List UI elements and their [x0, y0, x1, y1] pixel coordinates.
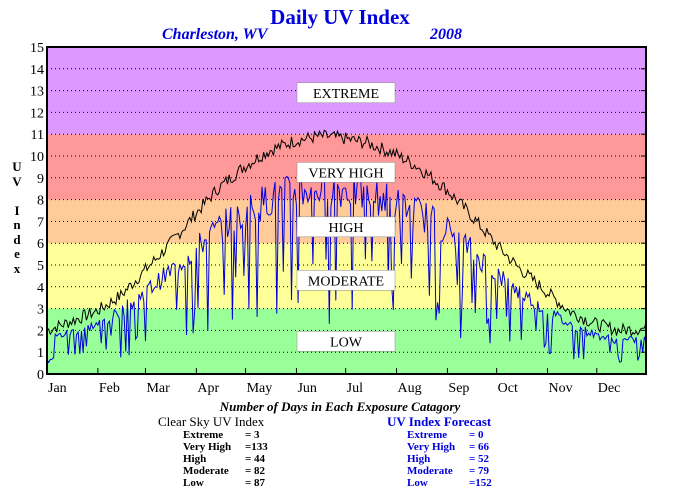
clear-sky-heading: Clear Sky UV Index	[158, 414, 265, 429]
count-row: High = 52	[387, 453, 492, 465]
count-value: = 82	[245, 465, 266, 477]
band-label-text: VERY HIGH	[308, 166, 383, 181]
location-label: Charleston, WV	[162, 26, 268, 43]
x-tick-label: Mar	[146, 381, 170, 396]
x-tick-label: Jan	[48, 381, 67, 396]
x-tick-label: Jul	[347, 381, 363, 396]
series-clear-sky-line	[46, 129, 647, 338]
count-value: =152	[469, 477, 492, 489]
count-row: Low = 87	[158, 477, 268, 489]
y-axis-letter: V	[12, 173, 22, 189]
series-forecast-line	[46, 169, 647, 364]
y-axis-letter: n	[13, 217, 21, 232]
band-label-box	[296, 162, 396, 183]
count-row: Very High =133	[158, 441, 268, 453]
count-label: Extreme	[407, 429, 448, 441]
band-label-text: LOW	[330, 335, 363, 350]
count-label: Low	[407, 477, 428, 489]
y-axis-letter: x	[13, 260, 21, 276]
band-label-box	[296, 82, 396, 104]
count-value: = 0	[469, 429, 484, 441]
y-tick-label: 3	[37, 303, 44, 318]
count-row: Extreme = 3	[158, 429, 268, 441]
band-label-box	[296, 270, 396, 291]
y-tick-label: 2	[37, 324, 44, 339]
count-row: Extreme = 0	[387, 429, 492, 441]
y-tick-label: 0	[37, 368, 44, 383]
y-tick-label: 5	[37, 259, 44, 274]
band-labels: LOW MODERATE HIGH VERY HIGH EXTREME	[296, 82, 396, 352]
count-value: = 79	[469, 465, 490, 477]
y-axis-letter	[10, 189, 24, 204]
plot-frame	[46, 46, 647, 375]
forecast-heading: UV Index Forecast	[387, 414, 492, 429]
x-tick-label: Jun	[297, 381, 316, 396]
count-value: = 44	[245, 453, 266, 465]
clear-sky-counts: Clear Sky UV Index Extreme = 3 Very High =…	[158, 414, 268, 489]
band-label-very-high: VERY HIGH	[296, 162, 396, 183]
count-value: = 3	[245, 429, 260, 441]
y-tick-label: 11	[31, 128, 44, 143]
count-label: Moderate	[183, 465, 229, 477]
data-series	[46, 129, 647, 364]
count-label: Low	[183, 477, 204, 489]
y-axis-label: U V I n d e x	[10, 159, 24, 276]
count-label: Very High	[183, 441, 232, 453]
count-value: = 52	[469, 453, 490, 465]
band-label-text: MODERATE	[308, 274, 384, 289]
forecast-counts: UV Index Forecast Extreme = 0 Very High = …	[387, 414, 492, 489]
count-value: =133	[245, 441, 268, 453]
y-tick-label: 15	[30, 41, 44, 56]
band-label-box	[296, 216, 396, 238]
band-label-text: EXTREME	[313, 87, 379, 102]
y-tick-label: 8	[37, 194, 44, 209]
count-label: High	[407, 453, 431, 465]
x-tick-label: Feb	[99, 381, 120, 396]
y-axis-letter: d	[13, 231, 21, 247]
band-label-text: HIGH	[329, 221, 364, 236]
x-tick-label: Nov	[549, 381, 573, 396]
x-tick-label: Aug	[398, 381, 422, 396]
y-tick-label: 6	[37, 237, 44, 252]
year-label: 2008	[430, 26, 462, 43]
count-row: Very High = 66	[387, 441, 492, 453]
band-label-moderate: MODERATE	[296, 270, 396, 291]
x-tick-label: May	[247, 381, 273, 396]
y-tick-label: 4	[37, 281, 44, 296]
count-value: = 66	[469, 441, 490, 453]
count-row: Moderate = 79	[387, 465, 492, 477]
x-tick-label: Sep	[448, 381, 469, 396]
counts-title: Number of Days in Each Exposure Catagory	[219, 399, 461, 414]
y-tick-label: 1	[37, 346, 44, 361]
x-tick-label: Oct	[498, 381, 518, 396]
count-label: High	[183, 453, 207, 465]
band-label-extreme: EXTREME	[296, 82, 396, 104]
x-tick-label: Apr	[197, 381, 219, 396]
count-row: Low =152	[387, 477, 492, 489]
y-tick-label: 7	[37, 215, 44, 230]
count-label: Very High	[407, 441, 456, 453]
y-tick-label: 10	[30, 150, 44, 165]
count-row: Moderate = 82	[158, 465, 268, 477]
y-tick-label: 12	[30, 106, 44, 121]
chart-title: Daily UV Index	[270, 5, 410, 29]
band-label-high: HIGH	[296, 216, 396, 238]
count-value: = 87	[245, 477, 266, 489]
band-label-box	[296, 331, 396, 352]
y-tick-label: 13	[30, 85, 44, 100]
count-label: Moderate	[407, 465, 453, 477]
y-axis-letter: e	[14, 246, 20, 261]
y-axis-letter: U	[12, 159, 22, 174]
y-tick-label: 9	[37, 172, 44, 187]
count-row: High = 44	[158, 453, 268, 465]
x-tick-label: Dec	[598, 381, 621, 396]
y-tick-label: 14	[30, 63, 44, 78]
count-label: Extreme	[183, 429, 224, 441]
y-axis-letter: I	[14, 202, 20, 218]
band-label-low: LOW	[296, 331, 396, 352]
